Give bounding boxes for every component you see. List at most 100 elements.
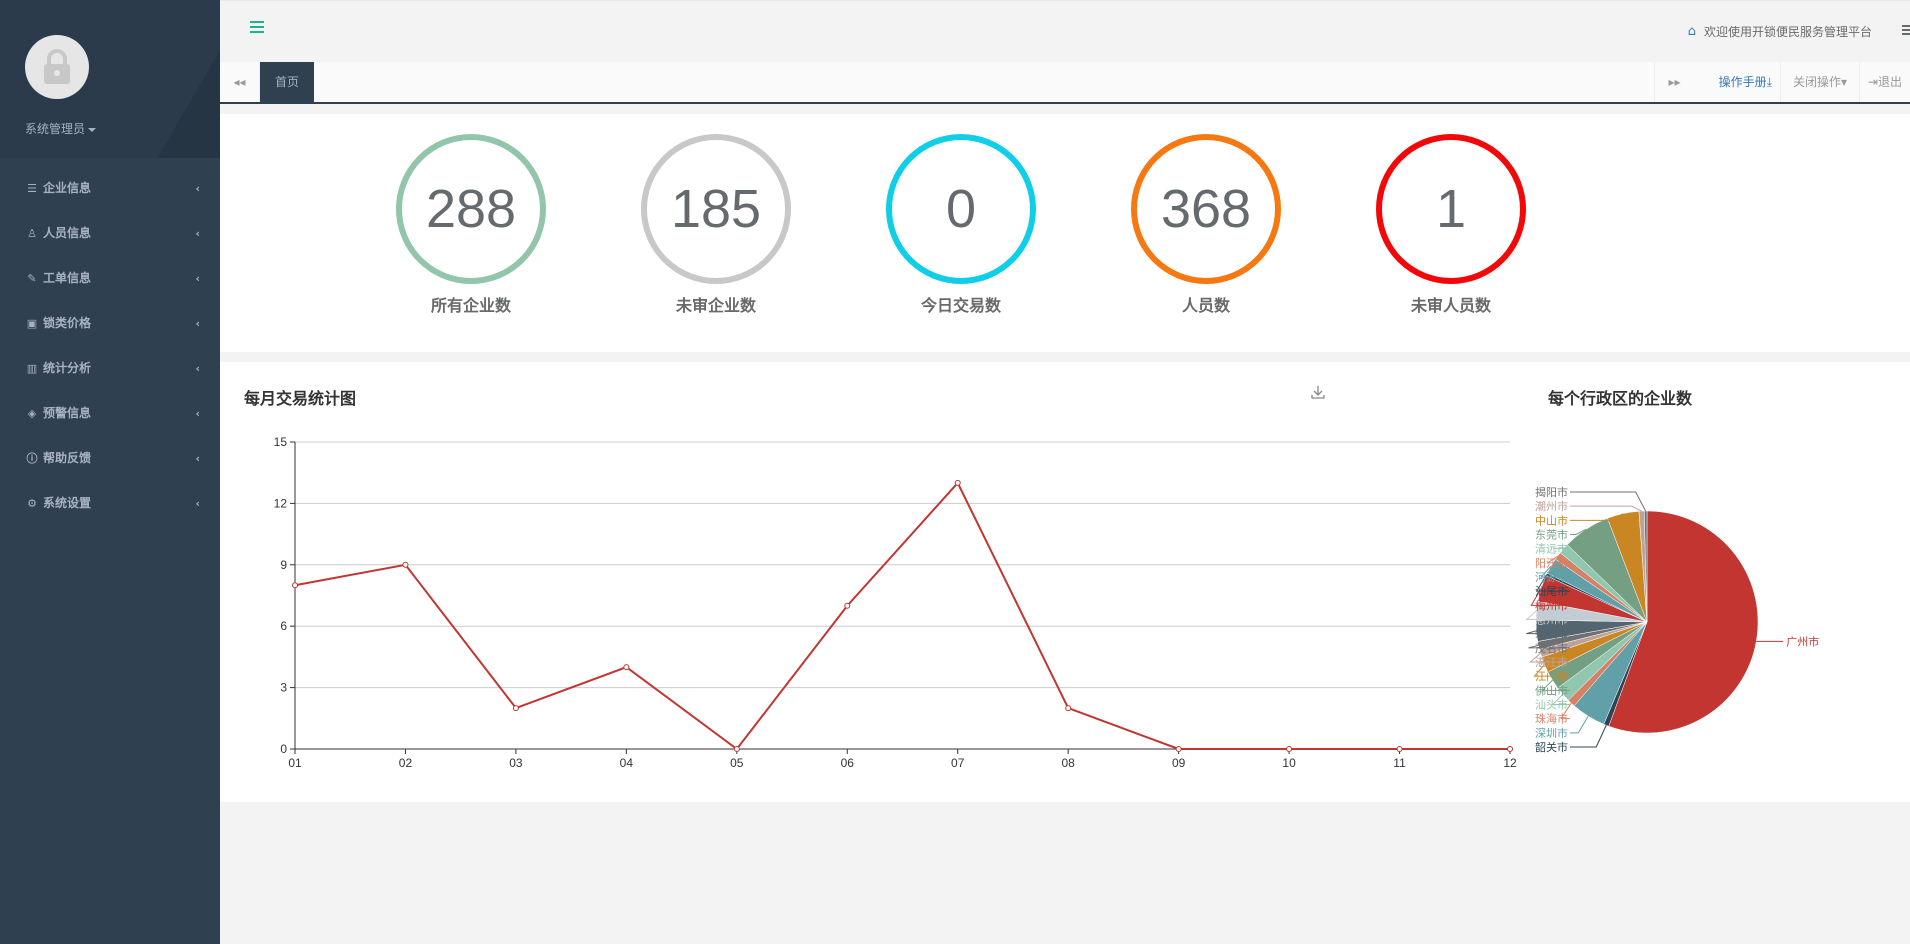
data-point xyxy=(844,602,851,609)
sidebar-item-work-orders[interactable]: ✎ 工单信息 ‹ xyxy=(0,256,220,301)
top-navbar: ⌂ 欢迎使用开锁便民服务管理平台 xyxy=(220,0,1910,62)
chevron-left-icon: ‹ xyxy=(195,227,200,240)
pie-slice xyxy=(1608,510,1759,734)
slice-label: 茂名市 xyxy=(1535,641,1568,655)
close-ops-label: 关闭操作 xyxy=(1792,75,1841,89)
tabs-scroll-left-button[interactable]: ◂◂ xyxy=(220,62,260,102)
menu-toggle-icon[interactable] xyxy=(250,21,264,35)
download-icon: ⤓ xyxy=(1766,75,1772,89)
stats-panel: 288 所有企业数 185 未审企业数 0 今日交易数 368 人员数 1 未审… xyxy=(220,114,1910,352)
sidebar-item-lock-prices[interactable]: ▣ 锁类价格 ‹ xyxy=(0,301,220,346)
lock-icon xyxy=(44,49,70,84)
label-line xyxy=(1560,702,1572,720)
welcome-message: ⌂ 欢迎使用开锁便民服务管理平台 xyxy=(1688,23,1872,40)
manual-download-button[interactable]: 操作手册⤓ xyxy=(1719,62,1772,102)
y-tick-label: 12 xyxy=(274,496,288,510)
y-tick-label: 3 xyxy=(280,681,287,695)
sidebar-item-label: 人员信息 xyxy=(43,226,92,240)
slice-label: 潮州市 xyxy=(1535,499,1568,513)
x-tick-label: 07 xyxy=(951,756,965,770)
gears-icon: ⚙ xyxy=(27,497,37,510)
label-line xyxy=(1533,664,1570,677)
slice-label: 韶关市 xyxy=(1535,740,1568,754)
close-tabs-dropdown[interactable]: 关闭操作▾ xyxy=(1779,62,1859,102)
sidebar-item-personnel-info[interactable]: ♙ 人员信息 ‹ xyxy=(0,211,220,256)
chevron-left-icon: ‹ xyxy=(195,317,200,330)
y-tick-label: 15 xyxy=(274,435,288,449)
slice-label: 广州市 xyxy=(1786,634,1819,648)
label-line xyxy=(1541,679,1570,691)
logout-label: 退出 xyxy=(1877,75,1902,89)
slice-label: 河源市 xyxy=(1535,570,1568,584)
label-line xyxy=(1525,610,1570,620)
home-icon: ⌂ xyxy=(1687,24,1696,39)
sidebar-item-label: 帮助反馈 xyxy=(43,451,92,465)
sidebar-item-alerts[interactable]: ◈ 预警信息 ‹ xyxy=(0,391,220,436)
x-tick-label: 04 xyxy=(620,756,634,770)
slice-label: 深圳市 xyxy=(1535,726,1568,740)
sidebar-item-label: 工单信息 xyxy=(43,271,92,285)
data-point xyxy=(1396,746,1403,752)
welcome-text: 欢迎使用开锁便民服务管理平台 xyxy=(1703,25,1872,39)
caret-down-icon xyxy=(88,127,97,132)
label-line xyxy=(1570,528,1587,535)
content-tabs: ◂◂ 首页 ▸▸ 操作手册⤓ 关闭操作▾ ⇥退出 xyxy=(220,62,1910,104)
info-icon: ⓘ xyxy=(26,452,38,465)
user-menu-toggle[interactable]: 系统管理员 xyxy=(25,120,97,137)
chevron-left-icon: ‹ xyxy=(195,497,200,510)
right-sidebar-toggle-icon[interactable] xyxy=(1902,25,1910,37)
sidebar-item-statistics[interactable]: ▥ 统计分析 ‹ xyxy=(0,346,220,391)
data-point xyxy=(1286,746,1293,752)
slice-label: 江门市 xyxy=(1535,669,1568,683)
x-tick-label: 01 xyxy=(288,756,302,770)
sidebar-item-label: 系统设置 xyxy=(43,496,92,510)
sidebar-item-help[interactable]: ⓘ 帮助反馈 ‹ xyxy=(0,436,220,481)
sidebar-item-settings[interactable]: ⚙ 系统设置 ‹ xyxy=(0,481,220,526)
sidebar-item-company-info[interactable]: ☰ 企业信息 ‹ xyxy=(0,166,220,211)
slice-label: 汕尾市 xyxy=(1535,584,1568,598)
label-line xyxy=(1570,491,1647,512)
stat-unreviewed-companies: 185 未审企业数 xyxy=(641,134,791,316)
stat-label: 所有企业数 xyxy=(430,296,511,315)
slice-label: 肇庆市 xyxy=(1535,627,1568,641)
tabs-scroll-right-button[interactable]: ▸▸ xyxy=(1654,62,1694,102)
district-companies-chart: 广州市韶关市深圳市珠海市汕头市佛山市江门市湛江市茂名市肇庆市惠州市梅州市汕尾市河… xyxy=(1525,485,1819,754)
forward-icon: ▸▸ xyxy=(1668,75,1681,89)
label-line xyxy=(1535,574,1570,592)
y-tick-label: 9 xyxy=(280,558,287,572)
x-tick-label: 09 xyxy=(1172,756,1186,770)
chevron-left-icon: ‹ xyxy=(195,362,200,375)
data-point xyxy=(402,561,409,568)
data-point xyxy=(733,746,740,752)
sidebar: 系统管理员 ☰ 企业信息 ‹ ♙ 人员信息 ‹ ✎ 工单信息 ‹ ▣ 锁类价格 xyxy=(0,0,220,944)
label-line xyxy=(1570,715,1589,734)
stat-today-transactions: 0 今日交易数 xyxy=(886,134,1036,316)
x-tick-label: 06 xyxy=(841,756,855,770)
stat-personnel: 368 人员数 xyxy=(1131,134,1281,316)
logout-button[interactable]: ⇥退出 xyxy=(1858,62,1910,102)
sidebar-item-label: 锁类价格 xyxy=(43,316,92,330)
pie-slice xyxy=(1644,510,1648,623)
x-tick-label: 08 xyxy=(1062,756,1076,770)
data-point xyxy=(954,479,961,486)
slice-label: 东莞市 xyxy=(1535,528,1568,542)
slice-label: 惠州市 xyxy=(1535,613,1568,627)
label-line xyxy=(1570,513,1624,521)
slice-label: 阳江市 xyxy=(1535,556,1568,570)
stat-unreviewed-personnel: 1 未审人员数 xyxy=(1376,134,1526,316)
data-point xyxy=(623,664,630,671)
data-point xyxy=(1065,705,1072,712)
chevron-left-icon: ‹ xyxy=(195,452,200,465)
stat-label: 今日交易数 xyxy=(920,296,1001,315)
user-name: 系统管理员 xyxy=(25,122,86,136)
y-tick-label: 6 xyxy=(280,619,287,633)
save-image-icon[interactable] xyxy=(1310,384,1326,400)
label-line xyxy=(1551,693,1570,705)
stat-ring: 288 xyxy=(396,134,546,284)
tab-home[interactable]: 首页 xyxy=(260,62,315,102)
database-icon: ☰ xyxy=(27,182,37,195)
tag-icon: ▣ xyxy=(26,317,38,330)
avatar[interactable] xyxy=(25,35,89,99)
data-point xyxy=(1175,746,1182,752)
